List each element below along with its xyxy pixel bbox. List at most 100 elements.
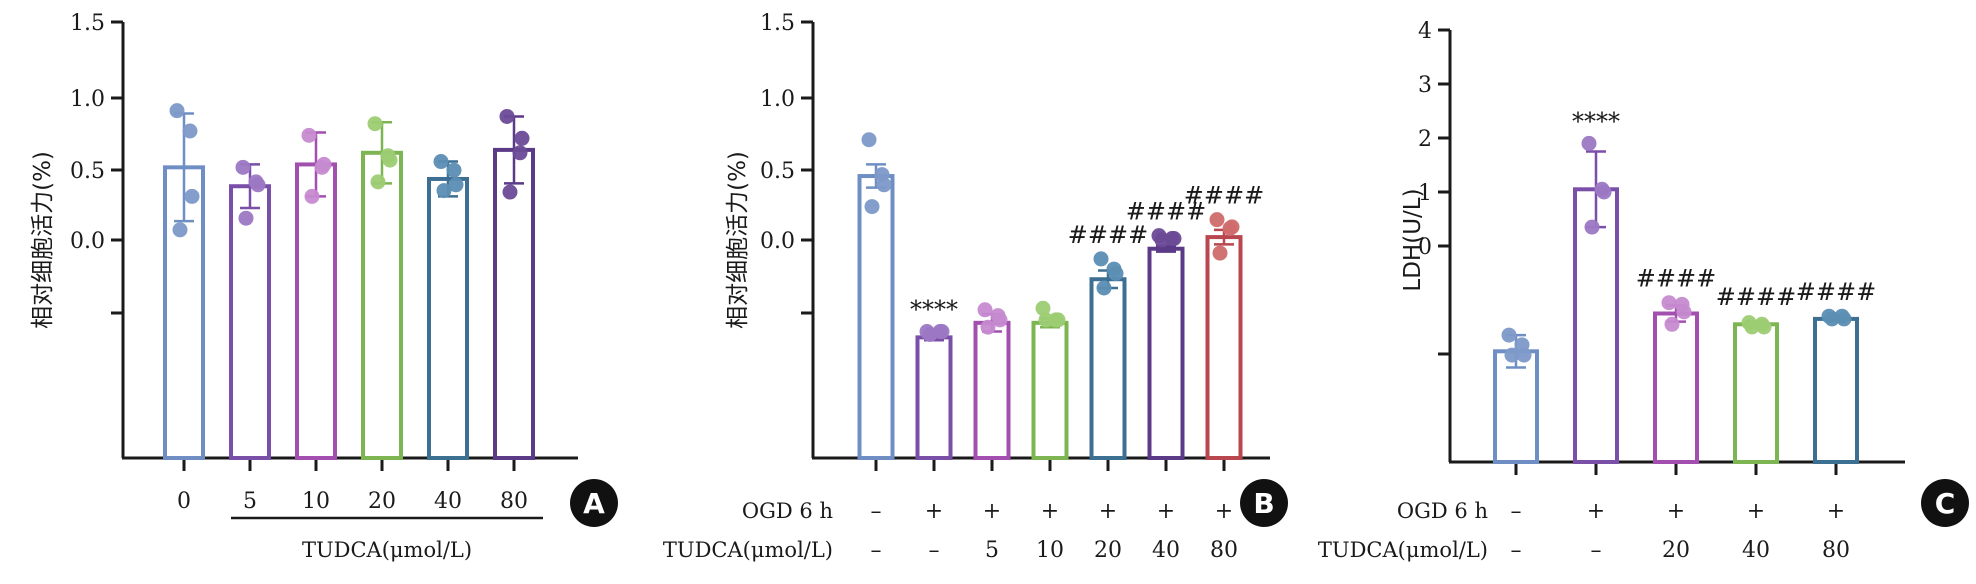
significance-label: **** [1572,107,1620,135]
x-category-label: 40 [434,489,462,514]
data-point [502,184,518,200]
y-tick-label: 0.5 [70,159,105,184]
y-axis-title: 相对细胞活力(%) [30,151,56,329]
tudca-row-value: 40 [1742,538,1770,563]
bar [1813,316,1859,464]
ogd-row-label: OGD 6 h [742,499,833,523]
bar [1031,320,1069,460]
significance-label: #### [1184,182,1264,210]
data-point [512,145,528,161]
data-point [1212,245,1228,261]
data-point [1035,300,1051,316]
bar [1733,322,1779,464]
bar [295,162,337,460]
y-tick-label: 0 [1418,235,1432,260]
data-point [1596,184,1612,200]
data-point [1581,135,1597,151]
bar [1493,349,1539,464]
bar [361,150,403,461]
data-point [1166,231,1182,247]
data-point [861,132,877,148]
data-point [934,324,950,340]
y-tick-label: 0.5 [760,159,795,184]
ogd-row-value: + [925,499,943,524]
data-point [1501,327,1517,343]
ogd-row-value: – [871,499,882,524]
panel-badge [1921,479,1969,527]
y-tick-label: 1 [1418,181,1432,206]
x-category-label: 80 [500,489,528,514]
data-point [499,108,515,124]
tudca-row-label: TUDCA(μmol/L) [663,538,833,562]
x-category-label: 0 [177,489,191,514]
data-point [992,312,1008,328]
tudca-row-value: 20 [1094,538,1122,563]
data-point [1209,212,1225,228]
tudca-row-value: 80 [1822,538,1850,563]
y-axis-title: LDH(U/L) [1400,188,1426,291]
bar [1089,277,1127,460]
data-point [370,174,386,190]
x-category-label: 5 [243,489,257,514]
data-point [433,154,449,170]
bar [973,320,1011,460]
tudca-row-value: – [929,538,940,563]
y-tick-label: 3 [1418,73,1432,98]
data-point [169,103,185,119]
panel-badge-letter: C [1935,487,1956,520]
data-point [235,159,251,175]
ogd-row-value: + [1667,499,1685,524]
tudca-row-value: 40 [1152,538,1180,563]
data-point [922,326,938,342]
ogd-row-value: + [983,499,1001,524]
panel-a: 1.5 1.0 0.5 0.0 相对细胞活力(%) 0 5 10 20 40 80 TUDCA(μmo… [30,11,618,562]
tudca-row-value: – [1591,538,1602,563]
data-point [446,162,462,178]
y-tick-label: 0.0 [760,229,795,254]
bar [1147,246,1185,460]
data-point [301,127,317,143]
data-point [1584,219,1600,235]
data-point [304,188,320,204]
y-tick-label: 1.0 [760,87,795,112]
bar [229,184,271,461]
data-point [1744,319,1760,335]
tudca-row-value: – [871,538,882,563]
data-point [1756,319,1772,335]
bar [1205,235,1243,460]
bar [915,335,953,460]
panel-badge [1240,479,1288,527]
significance-label: **** [910,296,958,324]
y-axis-title: 相对细胞活力(%) [725,151,751,329]
data-point [514,130,530,146]
data-point [250,177,266,193]
bar [1573,187,1619,465]
tudca-row-value: – [1511,538,1522,563]
panel-badge-letter: A [583,487,605,520]
ogd-row-value: + [1157,499,1175,524]
ogd-row-label: OGD 6 h [1397,499,1488,523]
ogd-row-value: + [1099,499,1117,524]
x-group-label: TUDCA(μmol/L) [302,538,472,562]
panel-badge-letter: B [1253,487,1274,520]
data-point [316,156,332,172]
ogd-row-value: + [1747,499,1765,524]
data-point [1096,280,1112,296]
data-point [182,123,198,139]
significance-label: #### [1716,283,1796,311]
data-point [448,177,464,193]
data-point [172,222,188,238]
panel-badge [570,479,618,527]
data-point [1504,347,1520,363]
significance-label: #### [1636,265,1716,293]
data-point [1154,232,1170,248]
x-category-label: 10 [302,489,330,514]
data-point [977,302,993,318]
bar [1653,311,1699,464]
tudca-row-value: 20 [1662,538,1690,563]
x-category-label: 20 [368,489,396,514]
data-point [1516,347,1532,363]
tudca-row-value: 10 [1036,538,1064,563]
data-point [1093,251,1109,267]
